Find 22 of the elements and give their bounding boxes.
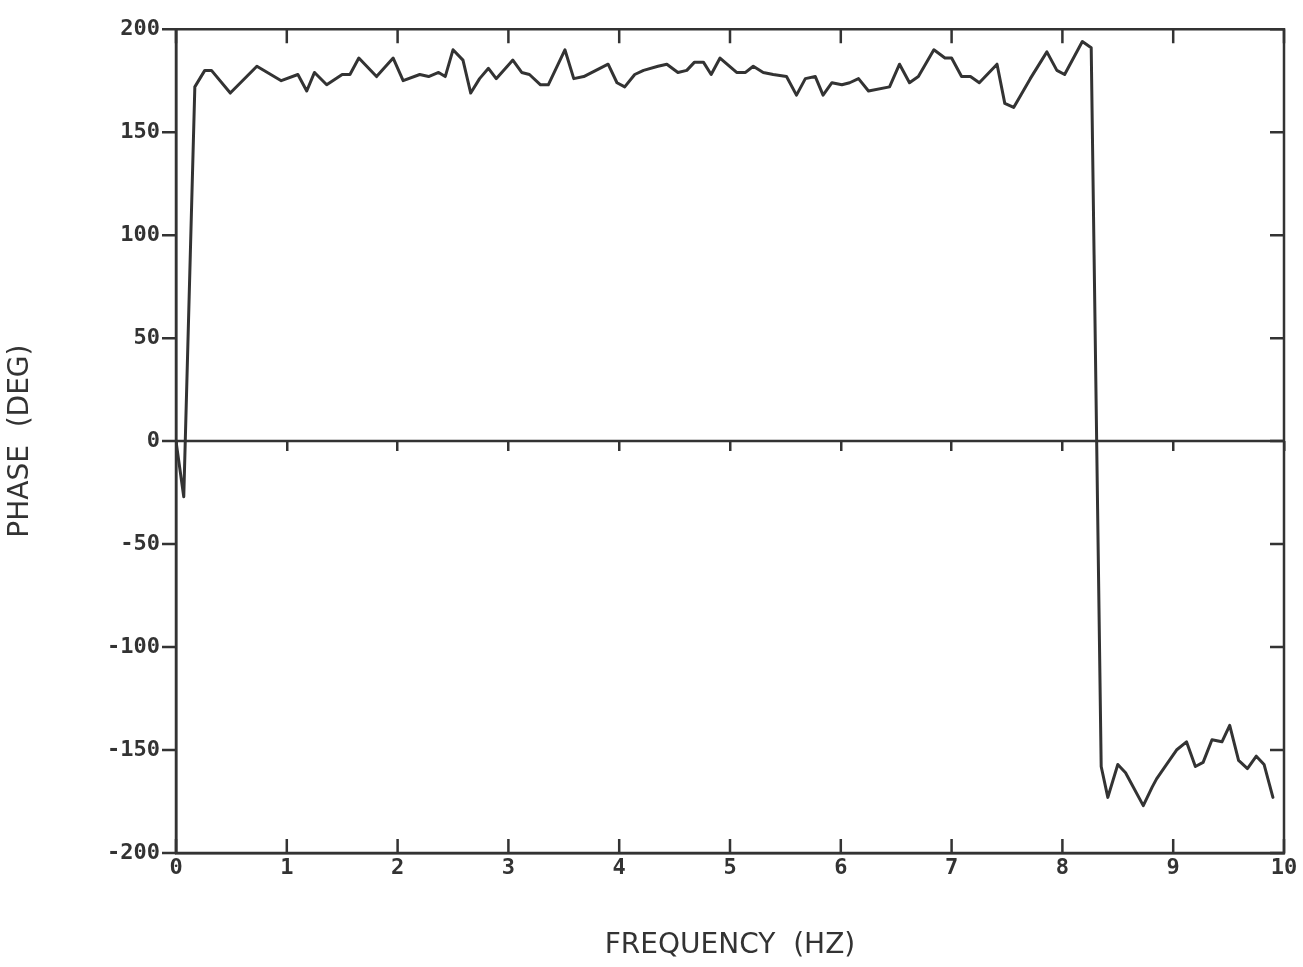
y-tick-label: 200 <box>120 14 160 40</box>
y-tick-label: 0 <box>146 426 160 452</box>
y-tick-label: 50 <box>133 323 160 349</box>
x-tick-label: 10 <box>1270 853 1298 879</box>
y-tick-label: -150 <box>107 735 160 761</box>
y-tick-label: 150 <box>120 117 160 143</box>
y-tick-label: -100 <box>107 632 160 658</box>
x-axis-title: FREQUENCY (HZ) <box>604 927 856 961</box>
x-tick-label: 2 <box>390 853 405 879</box>
x-tick-label: 3 <box>501 853 516 879</box>
x-tick-label: 6 <box>834 853 848 879</box>
x-tick-label: 7 <box>944 853 959 879</box>
x-tick-label: 4 <box>612 853 626 879</box>
x-tick-label: 0 <box>169 853 183 879</box>
x-tick-label: 5 <box>723 853 737 879</box>
y-tick-label: 100 <box>120 220 160 246</box>
y-tick-label: -50 <box>120 529 160 555</box>
y-axis-title: PHASE (DEG) <box>2 344 36 538</box>
x-tick-label: 1 <box>280 853 294 879</box>
y-tick-label: -200 <box>107 838 160 864</box>
x-tick-label: 9 <box>1166 853 1180 879</box>
x-tick-label: 8 <box>1055 853 1070 879</box>
